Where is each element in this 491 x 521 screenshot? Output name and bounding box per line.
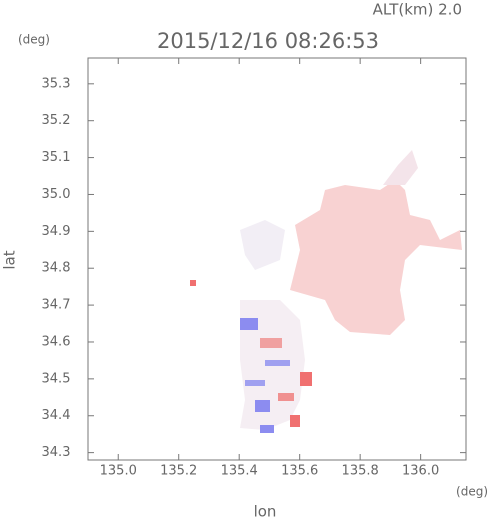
echo-cell (260, 425, 274, 433)
x-unit: (deg) (456, 485, 488, 499)
plot-frame (87, 57, 467, 461)
echo-cell (255, 400, 270, 412)
x-tick-label: 135.2 (160, 464, 197, 479)
echo-cell (290, 415, 300, 427)
y-tick-label: 34.5 (42, 371, 71, 386)
y-tick-label: 35.0 (42, 187, 71, 202)
echo-cell (245, 380, 265, 386)
echo-cell (265, 360, 290, 366)
y-tick-label: 35.3 (42, 76, 71, 91)
echo-cell (278, 393, 294, 401)
y-tick-label: 34.3 (42, 445, 71, 460)
chart-title: 2015/12/16 08:26:53 (157, 29, 379, 53)
x-axis-label: lon (254, 503, 277, 521)
x-tick-label: 135.6 (281, 464, 318, 479)
echo-area (383, 150, 418, 185)
echo-area (290, 180, 462, 335)
y-tick-label: 34.8 (42, 261, 71, 276)
y-tick-label: 35.1 (42, 150, 71, 165)
x-tick-label: 135.0 (100, 464, 137, 479)
echo-field (190, 150, 462, 433)
x-tick-label: 135.8 (342, 464, 379, 479)
altitude-label: ALT(km) 2.0 (373, 1, 462, 19)
echo-cell (240, 318, 258, 330)
echo-area (240, 220, 285, 270)
y-tick-label: 34.7 (42, 298, 71, 313)
echo-cell (300, 372, 312, 386)
y-tick-label: 35.2 (42, 113, 71, 128)
y-tick-label: 34.9 (42, 224, 71, 239)
y-tick-label: 34.6 (42, 334, 71, 349)
echo-cell (190, 280, 196, 286)
y-unit: (deg) (18, 33, 50, 47)
x-tick-label: 135.4 (221, 464, 258, 479)
x-tick-label: 136.0 (402, 464, 439, 479)
y-tick-label: 34.4 (42, 408, 71, 423)
y-axis-label: lat (1, 250, 19, 269)
echo-cell (260, 338, 282, 348)
